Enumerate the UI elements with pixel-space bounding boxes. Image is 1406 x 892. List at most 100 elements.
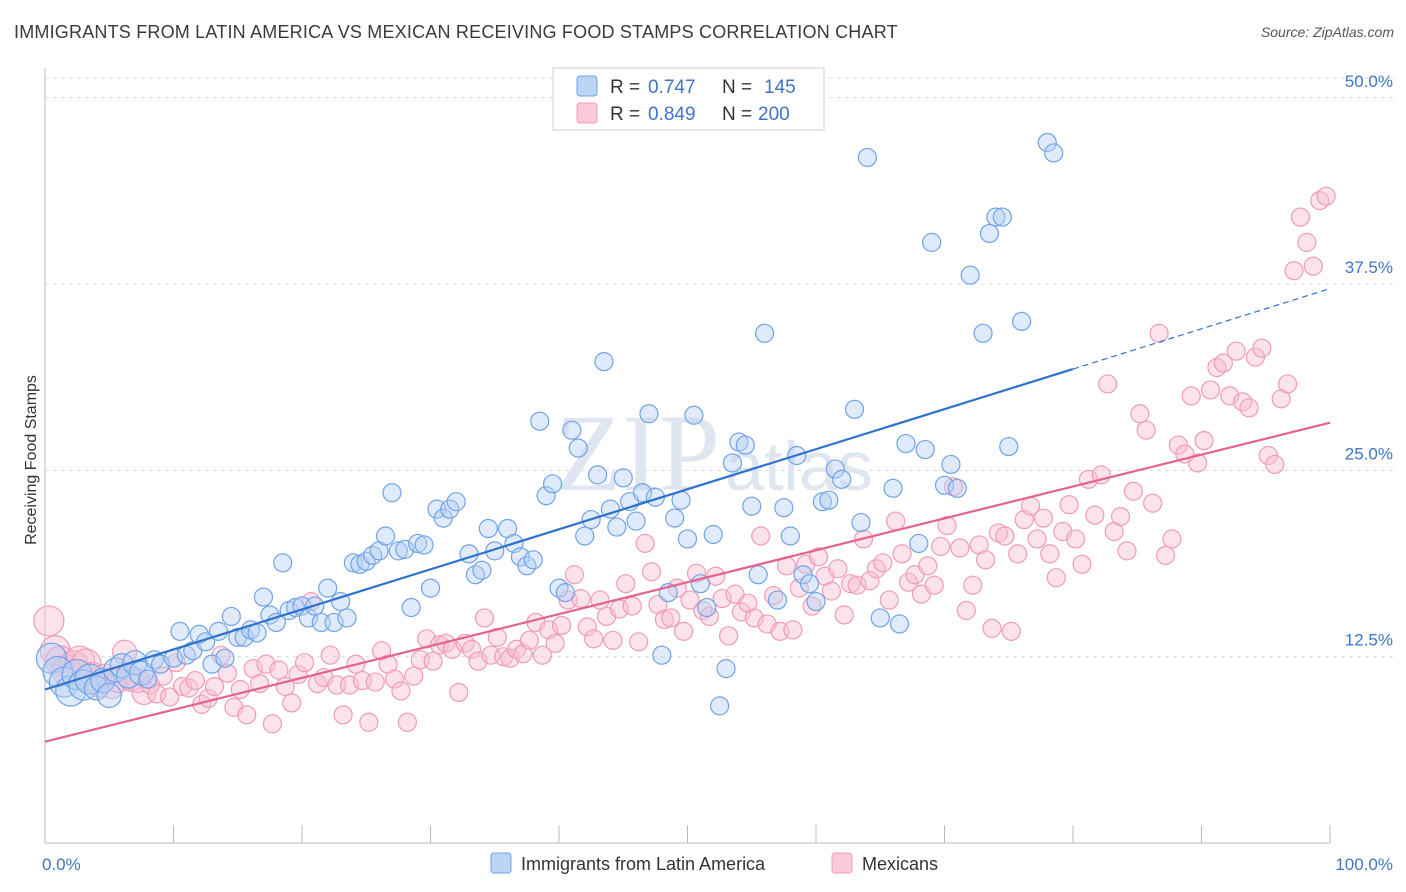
latin-america-point (253, 587, 274, 607)
mexicans-point (1239, 398, 1259, 418)
mexicans-point (237, 705, 257, 725)
mexicans-point (1155, 545, 1176, 565)
latin-america-point (594, 352, 614, 372)
latin-america-point (420, 578, 441, 598)
mexicans-point (674, 621, 694, 641)
mexicans-point (153, 666, 173, 686)
mexicans-point (1085, 505, 1105, 525)
latin-america-point (542, 474, 563, 494)
mexicans-point (160, 687, 180, 707)
latin-america-point (799, 574, 820, 594)
mexicans-point (1226, 341, 1246, 361)
latin-america-point (697, 597, 717, 618)
mexicans-point (1316, 186, 1336, 206)
mexicans-point (783, 620, 803, 640)
latin-america-point (754, 323, 775, 343)
mexicans-point (1213, 353, 1233, 373)
mexicans-point (185, 670, 205, 691)
mexicans-point (654, 609, 674, 630)
chart-title: IMMIGRANTS FROM LATIN AMERICA VS MEXICAN… (14, 22, 898, 42)
mexicans-point (1110, 507, 1131, 527)
mexicans-point (629, 632, 649, 652)
mexicans-point (1149, 323, 1169, 343)
mexicans-point (995, 526, 1015, 546)
latin-america-point (626, 511, 646, 531)
mexicans-point (1188, 453, 1208, 473)
latin-america-point (568, 438, 588, 458)
latin-america-point (260, 605, 280, 625)
bottom-legend-swatch-pink (831, 852, 853, 874)
latin-america-point (883, 478, 903, 498)
latin-america-point (973, 323, 993, 343)
bottom-legend-swatch-blue (490, 852, 512, 874)
mexicans-point (719, 626, 739, 646)
legend-swatch-pink (576, 102, 598, 124)
mexicans-point (1040, 544, 1060, 564)
latin-america-point (273, 553, 293, 573)
latin-america-point (896, 433, 916, 454)
mexicans-point (635, 533, 655, 554)
legend-r-value-1: 0.747 (648, 77, 696, 98)
mexicans-point (359, 712, 379, 732)
latin-america-point (575, 526, 595, 546)
mexicans-point (365, 672, 385, 692)
latin-america-point (915, 439, 935, 460)
latin-america-point (819, 490, 839, 510)
mexicans-point (1065, 529, 1086, 549)
mexicans-point (931, 536, 951, 557)
latin-america-point (96, 682, 122, 709)
mexicans-point (879, 590, 899, 610)
latin-america-point (318, 578, 338, 598)
mexicans-point (391, 681, 411, 701)
mexicans-point (924, 575, 944, 595)
y-tick-label: 37.5% (1345, 258, 1393, 277)
mexicans-point (449, 682, 469, 703)
latin-america-point (382, 483, 402, 503)
mexicans-point (1290, 207, 1311, 227)
latin-america-point (221, 606, 241, 627)
legend-r-value-2: 0.849 (648, 104, 696, 125)
latin-america-point (298, 608, 319, 628)
mexicans-point (892, 544, 912, 564)
mexicans-point (898, 572, 919, 592)
mexicans-point (1027, 529, 1047, 549)
y-axis-label: Receiving Food Stamps (23, 375, 40, 545)
latin-america-point (909, 533, 929, 554)
latin-america-point (684, 405, 704, 425)
legend-r-label-2: R = (610, 104, 640, 125)
mexicans-point (519, 630, 540, 650)
latin-america-point (735, 435, 755, 455)
mexicans-point (847, 575, 867, 595)
mexicans-point (462, 639, 482, 659)
latin-america-point (857, 147, 878, 168)
latin-america-point (138, 669, 158, 689)
mexicans-point (294, 653, 315, 673)
mexicans-point (680, 590, 700, 610)
series-mexicans-points (33, 186, 1336, 734)
mexicans-point (1303, 256, 1323, 276)
latin-america-point (478, 518, 498, 539)
latin-america-point (414, 535, 434, 555)
latin-america-point (999, 436, 1019, 457)
legend-n-label-2: N = (722, 104, 752, 125)
latin-america-point (1037, 132, 1057, 153)
chart-source: Source: ZipAtlas.com (1260, 24, 1394, 40)
mexicans-point (1194, 430, 1214, 451)
latin-america-point (767, 590, 788, 610)
trend-lines (44, 288, 1331, 743)
latin-america-point (812, 492, 833, 512)
bottom-legend-label-pink: Mexicans (862, 854, 938, 874)
y-tick-labels: 12.5% 25.0% 37.5% 50.0% (1345, 72, 1393, 650)
mexicans-point (179, 678, 199, 698)
watermark-zip: ZIP (555, 392, 720, 514)
latin-america-point (652, 645, 672, 665)
mexicans-point (982, 618, 1002, 638)
mexicans-point (1001, 621, 1021, 641)
mexicans-point (873, 553, 893, 573)
latin-america-point (215, 648, 235, 668)
latin-america-point (748, 565, 768, 585)
latin-america-point (189, 624, 209, 644)
mexicans-point (1033, 508, 1054, 528)
mexicans-point (821, 581, 842, 601)
latin-america-point (1011, 311, 1032, 331)
